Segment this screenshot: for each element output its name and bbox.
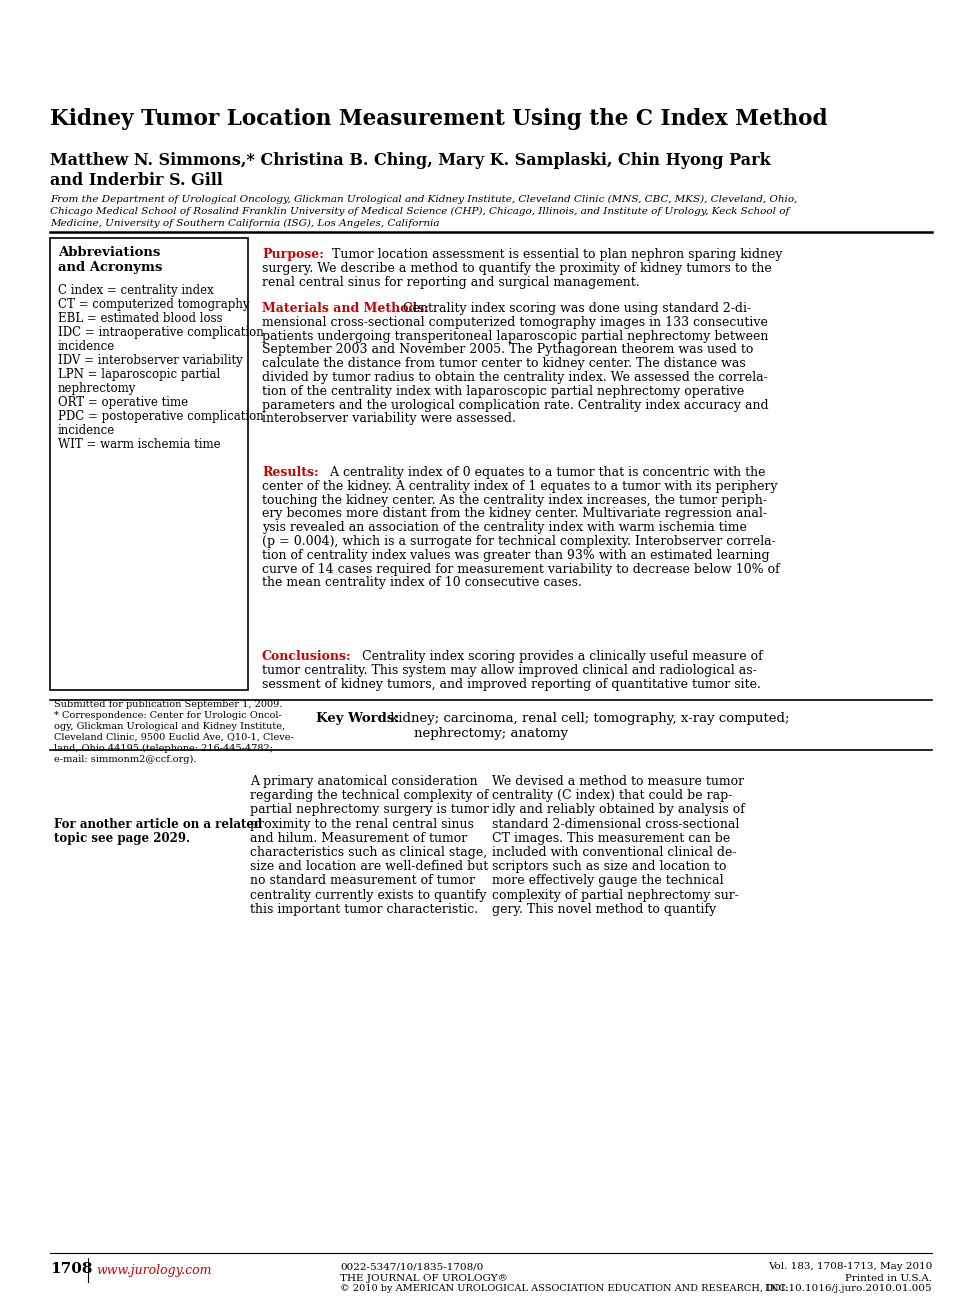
Text: A primary anatomical consideration: A primary anatomical consideration (250, 775, 478, 788)
Text: DOI:10.1016/j.juro.2010.01.005: DOI:10.1016/j.juro.2010.01.005 (764, 1284, 932, 1293)
Text: ysis revealed an association of the centrality index with warm ischemia time: ysis revealed an association of the cent… (262, 521, 747, 534)
Text: curve of 14 cases required for measurement variability to decrease below 10% of: curve of 14 cases required for measureme… (262, 562, 780, 576)
Bar (50, 238, 248, 690)
Text: Cleveland Clinic, 9500 Euclid Ave, Q10-1, Cleve-: Cleveland Clinic, 9500 Euclid Ave, Q10-1… (54, 733, 293, 743)
Text: 1708: 1708 (50, 1262, 93, 1276)
Text: e-mail: simmonm2@ccf.org).: e-mail: simmonm2@ccf.org). (54, 756, 197, 765)
Text: characteristics such as clinical stage,: characteristics such as clinical stage, (250, 846, 488, 859)
Text: September 2003 and November 2005. The Pythagorean theorem was used to: September 2003 and November 2005. The Py… (262, 343, 754, 356)
Text: Materials and Methods:: Materials and Methods: (262, 301, 429, 315)
Text: Kidney Tumor Location Measurement Using the C Index Method: Kidney Tumor Location Measurement Using … (50, 108, 828, 130)
Text: the mean centrality index of 10 consecutive cases.: the mean centrality index of 10 consecut… (262, 577, 582, 590)
Text: IDV = interobserver variability: IDV = interobserver variability (58, 354, 243, 367)
Text: more effectively gauge the technical: more effectively gauge the technical (492, 874, 723, 887)
Text: included with conventional clinical de-: included with conventional clinical de- (492, 846, 736, 859)
Text: For another article on a related: For another article on a related (54, 818, 262, 831)
Text: center of the kidney. A centrality index of 1 equates to a tumor with its periph: center of the kidney. A centrality index… (262, 480, 778, 493)
Text: Conclusions:: Conclusions: (262, 650, 352, 663)
Text: mensional cross-sectional computerized tomography images in 133 consecutive: mensional cross-sectional computerized t… (262, 316, 768, 329)
Text: and Acronyms: and Acronyms (58, 261, 163, 274)
Text: no standard measurement of tumor: no standard measurement of tumor (250, 874, 475, 887)
Text: CT = computerized tomography: CT = computerized tomography (58, 298, 250, 311)
Text: size and location are well-defined but: size and location are well-defined but (250, 860, 488, 873)
Text: Centrality index scoring provides a clinically useful measure of: Centrality index scoring provides a clin… (354, 650, 762, 663)
Text: 0022-5347/10/1835-1708/0: 0022-5347/10/1835-1708/0 (340, 1262, 484, 1271)
Text: © 2010 by AMERICAN UROLOGICAL ASSOCIATION EDUCATION AND RESEARCH, INC.: © 2010 by AMERICAN UROLOGICAL ASSOCIATIO… (340, 1284, 789, 1293)
Text: CT images. This measurement can be: CT images. This measurement can be (492, 831, 730, 844)
Text: Centrality index scoring was done using standard 2-di-: Centrality index scoring was done using … (395, 301, 751, 315)
Text: partial nephrectomy surgery is tumor: partial nephrectomy surgery is tumor (250, 804, 489, 817)
Text: parameters and the urological complication rate. Centrality index accuracy and: parameters and the urological complicati… (262, 398, 768, 411)
Text: tion of centrality index values was greater than 93% with an estimated learning: tion of centrality index values was grea… (262, 549, 769, 561)
Text: nephrectomy; anatomy: nephrectomy; anatomy (414, 727, 568, 740)
Text: topic see page 2029.: topic see page 2029. (54, 833, 190, 846)
Text: IDC = intraoperative complication: IDC = intraoperative complication (58, 326, 264, 339)
Text: Results:: Results: (262, 466, 319, 479)
Text: and Inderbir S. Gill: and Inderbir S. Gill (50, 172, 222, 189)
Text: surgery. We describe a method to quantify the proximity of kidney tumors to the: surgery. We describe a method to quantif… (262, 262, 772, 275)
Text: LPN = laparoscopic partial: LPN = laparoscopic partial (58, 368, 220, 381)
Text: proximity to the renal central sinus: proximity to the renal central sinus (250, 818, 474, 830)
Text: sessment of kidney tumors, and improved reporting of quantitative tumor site.: sessment of kidney tumors, and improved … (262, 677, 760, 690)
Text: incidence: incidence (58, 341, 115, 352)
Text: Key Words:: Key Words: (316, 713, 399, 726)
Text: Tumor location assessment is essential to plan nephron sparing kidney: Tumor location assessment is essential t… (324, 248, 783, 261)
Text: idly and reliably obtained by analysis of: idly and reliably obtained by analysis o… (492, 804, 745, 817)
Text: kidney; carcinoma, renal cell; tomography, x-ray computed;: kidney; carcinoma, renal cell; tomograph… (386, 713, 790, 726)
Text: From the Department of Urological Oncology, Glickman Urological and Kidney Insti: From the Department of Urological Oncolo… (50, 194, 798, 204)
Text: Abbreviations: Abbreviations (58, 247, 160, 258)
Text: centrality (C index) that could be rap-: centrality (C index) that could be rap- (492, 790, 732, 803)
Text: PDC = postoperative complication: PDC = postoperative complication (58, 410, 264, 423)
Text: incidence: incidence (58, 424, 115, 437)
Text: Purpose:: Purpose: (262, 248, 324, 261)
Text: * Correspondence: Center for Urologic Oncol-: * Correspondence: Center for Urologic On… (54, 711, 282, 720)
Text: calculate the distance from tumor center to kidney center. The distance was: calculate the distance from tumor center… (262, 358, 746, 371)
Text: (p = 0.004), which is a surrogate for technical complexity. Interobserver correl: (p = 0.004), which is a surrogate for te… (262, 535, 776, 548)
Text: www.jurology.com: www.jurology.com (96, 1265, 212, 1278)
Text: regarding the technical complexity of: regarding the technical complexity of (250, 790, 488, 803)
Text: THE JOURNAL OF UROLOGY®: THE JOURNAL OF UROLOGY® (340, 1274, 508, 1283)
Text: Printed in U.S.A.: Printed in U.S.A. (845, 1274, 932, 1283)
Text: patients undergoing transperitoneal laparoscopic partial nephrectomy between: patients undergoing transperitoneal lapa… (262, 330, 768, 343)
Text: nephrectomy: nephrectomy (58, 382, 137, 395)
Text: renal central sinus for reporting and surgical management.: renal central sinus for reporting and su… (262, 275, 640, 288)
Text: ORT = operative time: ORT = operative time (58, 395, 188, 408)
Text: and hilum. Measurement of tumor: and hilum. Measurement of tumor (250, 831, 467, 844)
Text: this important tumor characteristic.: this important tumor characteristic. (250, 903, 478, 916)
Text: ery becomes more distant from the kidney center. Multivariate regression anal-: ery becomes more distant from the kidney… (262, 508, 767, 521)
Text: standard 2-dimensional cross-sectional: standard 2-dimensional cross-sectional (492, 818, 739, 830)
Text: ogy, Glickman Urological and Kidney Institute,: ogy, Glickman Urological and Kidney Inst… (54, 722, 285, 731)
Text: A centrality index of 0 equates to a tumor that is concentric with the: A centrality index of 0 equates to a tum… (322, 466, 765, 479)
Text: EBL = estimated blood loss: EBL = estimated blood loss (58, 312, 222, 325)
Text: C index = centrality index: C index = centrality index (58, 284, 214, 298)
Text: tion of the centrality index with laparoscopic partial nephrectomy operative: tion of the centrality index with laparo… (262, 385, 744, 398)
Text: Chicago Medical School of Rosalind Franklin University of Medical Science (CHP),: Chicago Medical School of Rosalind Frank… (50, 207, 790, 217)
Text: Submitted for publication September 1, 2009.: Submitted for publication September 1, 2… (54, 699, 283, 709)
Text: Vol. 183, 1708-1713, May 2010: Vol. 183, 1708-1713, May 2010 (767, 1262, 932, 1271)
Text: interobserver variability were assessed.: interobserver variability were assessed. (262, 412, 516, 425)
Text: land, Ohio 44195 (telephone: 216-445-4782;: land, Ohio 44195 (telephone: 216-445-478… (54, 744, 273, 753)
Text: tumor centrality. This system may allow improved clinical and radiological as-: tumor centrality. This system may allow … (262, 664, 757, 677)
Text: WIT = warm ischemia time: WIT = warm ischemia time (58, 438, 220, 452)
Text: gery. This novel method to quantify: gery. This novel method to quantify (492, 903, 717, 916)
Text: We devised a method to measure tumor: We devised a method to measure tumor (492, 775, 744, 788)
Text: scriptors such as size and location to: scriptors such as size and location to (492, 860, 726, 873)
Text: Matthew N. Simmons,* Christina B. Ching, Mary K. Samplaski, Chin Hyong Park: Matthew N. Simmons,* Christina B. Ching,… (50, 151, 770, 170)
Text: Medicine, University of Southern California (ISG), Los Angeles, California: Medicine, University of Southern Califor… (50, 219, 440, 228)
Text: touching the kidney center. As the centrality index increases, the tumor periph-: touching the kidney center. As the centr… (262, 493, 767, 506)
Text: divided by tumor radius to obtain the centrality index. We assessed the correla-: divided by tumor radius to obtain the ce… (262, 371, 767, 384)
Text: complexity of partial nephrectomy sur-: complexity of partial nephrectomy sur- (492, 889, 739, 902)
Text: centrality currently exists to quantify: centrality currently exists to quantify (250, 889, 487, 902)
